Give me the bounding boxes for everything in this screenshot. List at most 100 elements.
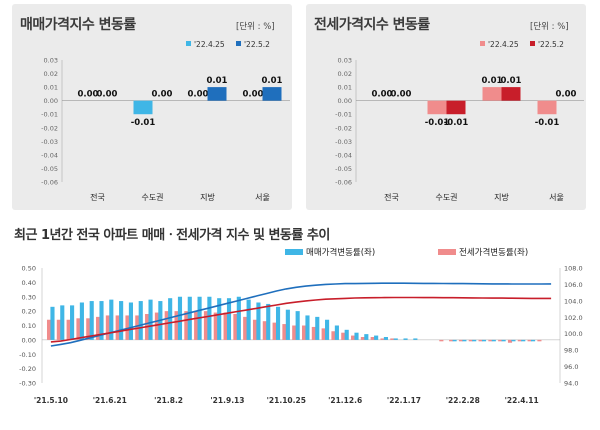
trend-bar-1-15 [194, 311, 199, 340]
trend-bar-0-44 [481, 339, 487, 342]
bar-1-0 [427, 100, 447, 115]
data-label-0-1: 0.00 [391, 90, 412, 100]
trend-bar-0-48 [521, 339, 526, 342]
trend-bar-0-0 [50, 306, 55, 340]
trend-bar-1-40 [439, 339, 444, 342]
left-y-tick-8: -0.30 [19, 380, 36, 388]
trend-bar-0-35 [393, 338, 398, 340]
legend-swatch-sale [285, 249, 303, 255]
data-label-1-0: -0.01 [131, 118, 156, 128]
bar-2-0 [482, 87, 502, 101]
trend-bar-0-14 [187, 296, 192, 340]
trend-bar-1-3 [76, 318, 81, 340]
left-y-tick-5: 0.00 [22, 336, 36, 344]
trend-bar-0-9 [138, 301, 143, 340]
jeonse-price-chart-title: 전세가격지수 변동률 [314, 17, 430, 33]
trend-bar-0-49 [530, 339, 536, 342]
trend-bar-1-17 [213, 312, 218, 340]
trend-bar-1-7 [115, 315, 120, 340]
bar-2-1 [207, 87, 227, 101]
trend-bar-0-22 [266, 303, 271, 340]
y-tick-label-3: 0.00 [44, 97, 58, 105]
y-tick-label-0: 0.03 [44, 57, 58, 65]
x-category-label-2: 지방 [200, 192, 215, 202]
legend-swatch-0 [480, 41, 485, 46]
trend-bar-1-43 [468, 339, 473, 342]
trend-bar-1-6 [105, 315, 110, 340]
trend-bar-0-47 [511, 339, 516, 342]
right-y-tick-1: 106.0 [564, 281, 583, 289]
trend-bar-0-46 [501, 339, 506, 342]
trend-bar-0-19 [236, 296, 241, 340]
y-tick-label-1: 0.02 [44, 70, 58, 78]
right-y-tick-4: 100.0 [564, 330, 583, 338]
trend-bar-0-30 [344, 329, 349, 340]
data-label-3-1: 0.01 [262, 76, 283, 86]
legend-label-1: '22.5.2 [538, 40, 564, 49]
bar-3-1 [262, 87, 282, 101]
trend-bar-1-42 [458, 339, 464, 342]
trend-bar-0-17 [217, 298, 222, 340]
trend-bar-1-22 [262, 321, 267, 340]
trend-bar-1-19 [233, 314, 238, 340]
x-category-label-2: 지방 [494, 192, 509, 202]
trend-bar-1-26 [301, 325, 307, 340]
data-label-0-0: 0.00 [78, 90, 99, 100]
trend-bar-0-25 [295, 311, 300, 340]
x-category-label-3: 서울 [255, 193, 270, 202]
data-label-3-0: 0.00 [243, 90, 264, 100]
left-y-tick-2: 0.30 [22, 293, 36, 301]
legend-label-jeonse: 전세가격변동률(좌) [459, 247, 528, 258]
x-tick-label-7: '22.2.28 [446, 396, 480, 405]
trend-bar-1-18 [223, 312, 228, 340]
legend-swatch-1 [530, 41, 535, 46]
trend-bar-0-7 [119, 301, 124, 340]
trend-bar-0-31 [354, 332, 359, 340]
jeonse-price-chart: '22.4.25'22.5.20.030.020.010.00-0.01-0.0… [335, 40, 584, 202]
data-label-3-0: -0.01 [535, 118, 560, 128]
data-label-0-1: 0.00 [97, 90, 118, 100]
x-category-label-0: 전국 [90, 192, 105, 202]
legend-label-0: '22.4.25 [194, 40, 225, 49]
trend-bar-0-36 [403, 338, 408, 340]
trend-bar-1-48 [517, 339, 522, 342]
right-y-tick-0: 108.0 [564, 265, 583, 273]
trend-bar-1-5 [96, 316, 101, 340]
bar-1-0 [133, 100, 153, 115]
data-label-1-0: -0.01 [425, 118, 450, 128]
left-y-tick-4: 0.10 [22, 322, 36, 330]
trend-bar-1-31 [351, 335, 356, 340]
trend-bar-1-2 [66, 319, 71, 340]
legend-swatch-0 [186, 41, 191, 46]
trend-bar-0-34 [383, 337, 388, 340]
x-tick-label-2: '21.8.2 [154, 396, 183, 405]
left-y-tick-7: -0.20 [19, 365, 36, 373]
trend-bar-1-28 [321, 328, 326, 340]
trend-bar-1-27 [311, 326, 316, 340]
trend-chart: 매매가격변동률(좌) 전세가격변동률(좌) 0.50 0.40 0.30 0.20 0.10… [19, 247, 583, 405]
y-tick-label-4: -0.01 [41, 111, 58, 119]
left-y-tick-1: 0.40 [22, 279, 36, 287]
trend-bar-0-43 [472, 339, 477, 342]
bar-3-0 [537, 100, 557, 115]
trend-bar-1-23 [272, 322, 277, 340]
legend-swatch-1 [236, 41, 241, 46]
trend-bar-0-4 [89, 301, 94, 340]
jeonse-price-unit: [단위 : %] [530, 22, 569, 32]
data-label-1-1: -0.01 [444, 118, 469, 128]
trend-bar-1-35 [390, 338, 395, 340]
trend-bar-1-16 [203, 311, 209, 340]
trend-bar-0-41 [452, 339, 457, 342]
sale-price-chart: '22.4.25 '22.5.2 0.03 0.02 0.01 0.00 -0.01 -0.0… [41, 40, 290, 202]
trend-bar-1-0 [46, 319, 52, 340]
trend-bar-1-47 [507, 339, 513, 343]
trend-bar-1-14 [184, 311, 189, 340]
trend-bar-1-11 [154, 312, 159, 340]
trend-bar-0-8 [128, 302, 133, 340]
trend-bar-0-26 [305, 315, 310, 340]
legend-label-0: '22.4.25 [488, 40, 519, 49]
data-label-2-0: 0.01 [482, 76, 503, 86]
trend-line-1 [50, 296, 552, 343]
trend-bar-1-4 [86, 318, 91, 340]
x-tick-label-1: '21.6.21 [93, 396, 127, 405]
